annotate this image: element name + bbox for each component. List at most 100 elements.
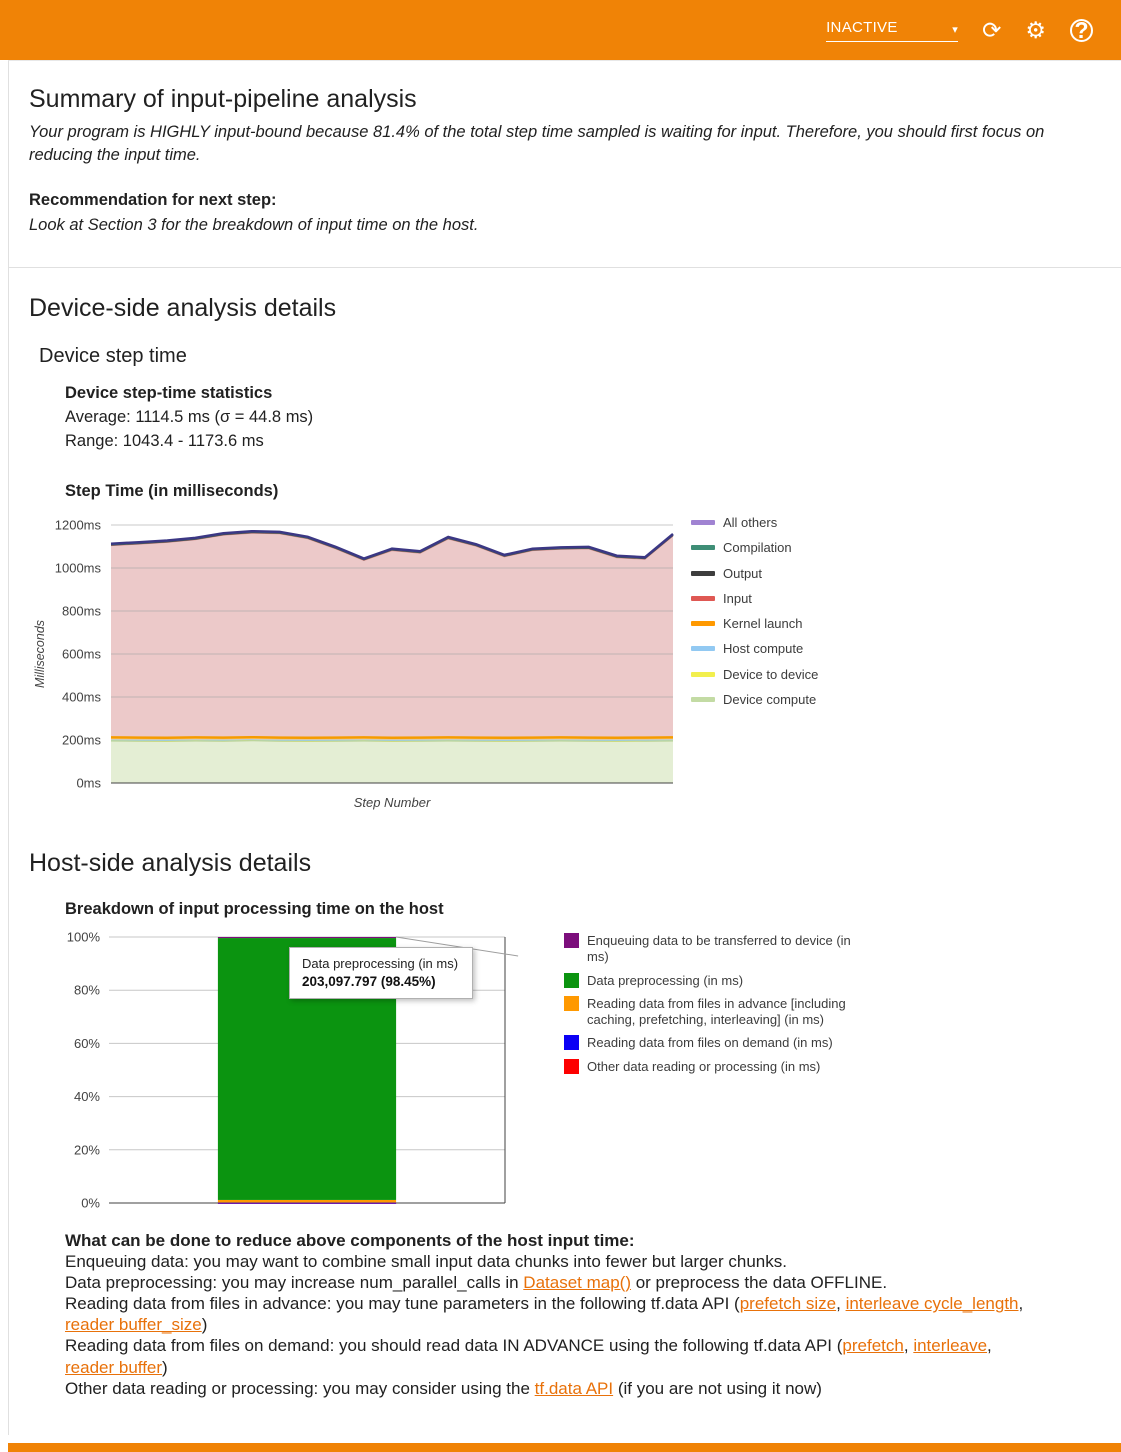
host-section-title: Host-side analysis details: [29, 849, 312, 878]
run-status-label: INACTIVE: [826, 18, 898, 36]
legend-swatch: [691, 671, 715, 677]
legend-item: Input: [691, 591, 818, 607]
legend-swatch: [691, 595, 715, 601]
legend-item: Output: [691, 566, 818, 582]
page-title: Summary of input-pipeline analysis: [29, 85, 417, 113]
legend-label: Device compute: [723, 691, 817, 707]
device-chart-legend: All others Compilation Output Input Kernel l…: [691, 509, 818, 717]
host-tips: What can be done to reduce above compone…: [65, 1230, 1041, 1399]
legend-item: All others: [691, 515, 818, 531]
gear-icon[interactable]: ⚙: [1025, 16, 1046, 43]
tip-line: Other data reading or processing: you ma…: [65, 1378, 822, 1398]
svg-text:0%: 0%: [81, 1196, 100, 1211]
legend-swatch: [564, 1035, 579, 1051]
host-chart-row: 0% 20% 40% 60% 80% 100% Data preprocessing (i…: [49, 927, 1081, 1224]
legend-swatch: [564, 995, 579, 1011]
svg-text:100%: 100%: [67, 930, 101, 945]
legend-swatch: [691, 696, 715, 702]
stats-heading: Device step-time statistics: [65, 384, 273, 403]
doc-link[interactable]: prefetch: [842, 1336, 904, 1356]
doc-link[interactable]: reader buffer_size: [65, 1315, 202, 1335]
svg-text:60%: 60%: [74, 1036, 100, 1051]
tip-line: Data preprocessing: you may increase num…: [65, 1273, 888, 1293]
footer-bar: [8, 1442, 1121, 1452]
host-chart-heading: Breakdown of input processing time on th…: [65, 900, 444, 919]
tip-line: Reading data from files on demand: you s…: [65, 1336, 992, 1377]
svg-text:200ms: 200ms: [62, 733, 102, 748]
svg-text:40%: 40%: [74, 1089, 100, 1104]
host-chart-wrap: 0% 20% 40% 60% 80% 100% Data preprocessing (i…: [49, 927, 564, 1224]
legend-label: Input: [723, 590, 752, 606]
device-chart-row: 0ms 200ms 400ms 600ms 800ms 1000ms 1200ms Step …: [31, 509, 1081, 813]
doc-link[interactable]: interleave cycle_length: [845, 1294, 1019, 1314]
legend-item: Host compute: [691, 641, 818, 657]
legend-label: All others: [723, 515, 778, 531]
stat-range: Range: 1043.4 - 1173.6 ms: [65, 432, 264, 451]
recommendation-text: Look at Section 3 for the breakdown of i…: [29, 216, 479, 235]
svg-text:20%: 20%: [74, 1142, 100, 1157]
legend-label: Device to device: [723, 666, 819, 682]
device-chart-heading: Step Time (in milliseconds): [65, 482, 279, 501]
tips-lines: Enqueuing data: you may want to combine …: [65, 1251, 1041, 1399]
device-step-time-title: Device step time: [39, 345, 187, 368]
device-section-title: Device-side analysis details: [29, 294, 337, 323]
legend-item: Device to device: [691, 667, 818, 683]
recommendation-label: Recommendation for next step:: [29, 191, 277, 210]
svg-text:1000ms: 1000ms: [55, 561, 102, 576]
legend-item: Reading data from files in advance [incl…: [564, 995, 874, 1029]
legend-item: Kernel launch: [691, 616, 818, 632]
main-content: Summary of input-pipeline analysis Your …: [8, 60, 1121, 1435]
svg-text:1200ms: 1200ms: [55, 518, 102, 533]
refresh-icon[interactable]: ⟳: [982, 16, 1002, 43]
tip-line: Enqueuing data: you may want to combine …: [65, 1252, 787, 1272]
legend-label: Reading data from files on demand (in ms…: [587, 1035, 833, 1051]
legend-swatch: [691, 621, 715, 627]
legend-label: Other data reading or processing (in ms): [587, 1058, 821, 1074]
doc-link[interactable]: interleave: [913, 1336, 988, 1356]
legend-label: Host compute: [723, 641, 804, 657]
legend-item: Other data reading or processing (in ms): [564, 1058, 874, 1075]
legend-label: Output: [723, 565, 763, 581]
legend-label: Reading data from files in advance [incl…: [587, 995, 846, 1028]
legend-label: Kernel launch: [723, 616, 803, 632]
doc-link[interactable]: reader buffer: [65, 1357, 163, 1377]
tooltip-series-name: Data preprocessing (in ms): [302, 956, 459, 972]
svg-text:800ms: 800ms: [62, 604, 102, 619]
tips-heading: What can be done to reduce above compone…: [65, 1231, 635, 1251]
svg-text:400ms: 400ms: [62, 690, 102, 705]
legend-item: Compilation: [691, 540, 818, 556]
svg-text:0ms: 0ms: [76, 776, 101, 791]
chart-tooltip: Data preprocessing (in ms) 203,097.797 (…: [289, 947, 474, 1000]
svg-text:600ms: 600ms: [62, 647, 102, 662]
legend-item: Data preprocessing (in ms): [564, 972, 874, 989]
stat-average: Average: 1114.5 ms (σ = 44.8 ms): [65, 408, 314, 427]
tooltip-value: 203,097.797 (98.45%): [302, 974, 436, 990]
legend-swatch: [564, 933, 579, 949]
legend-label: Enqueuing data to be transferred to devi…: [587, 933, 851, 965]
legend-swatch: [564, 1058, 579, 1074]
doc-link[interactable]: tf.data API: [534, 1378, 614, 1398]
summary-body: Your program is HIGHLY input-bound becau…: [29, 123, 1045, 165]
svg-text:Step Number: Step Number: [354, 795, 431, 810]
legend-swatch: [691, 520, 715, 526]
doc-link[interactable]: Dataset map(): [523, 1273, 631, 1293]
doc-link[interactable]: prefetch size: [739, 1294, 837, 1314]
legend-swatch: [691, 570, 715, 576]
legend-item: Device compute: [691, 692, 818, 708]
help-icon[interactable]: ?: [1070, 18, 1093, 42]
device-step-time-stats: Device step-time statistics Average: 111…: [65, 382, 1081, 454]
chevron-down-icon: ▾: [952, 23, 959, 36]
legend-swatch: [564, 972, 579, 988]
legend-swatch: [691, 646, 715, 652]
host-side-section: Host-side analysis details Breakdown of …: [9, 823, 1121, 1435]
device-step-time-chart[interactable]: 0ms 200ms 400ms 600ms 800ms 1000ms 1200ms Step …: [31, 509, 691, 813]
legend-label: Compilation: [723, 540, 792, 556]
host-chart-legend: Enqueuing data to be transferred to devi…: [564, 927, 874, 1082]
run-status-dropdown[interactable]: INACTIVE ▾: [826, 18, 959, 42]
legend-item: Reading data from files on demand (in ms…: [564, 1035, 874, 1051]
legend-label: Data preprocessing (in ms): [587, 972, 744, 988]
svg-text:80%: 80%: [74, 983, 100, 998]
summary-section: Summary of input-pipeline analysis Your …: [9, 61, 1121, 269]
legend-item: Enqueuing data to be transferred to devi…: [564, 933, 874, 966]
app-toolbar: INACTIVE ▾ ⟳ ⚙ ?: [0, 0, 1121, 60]
